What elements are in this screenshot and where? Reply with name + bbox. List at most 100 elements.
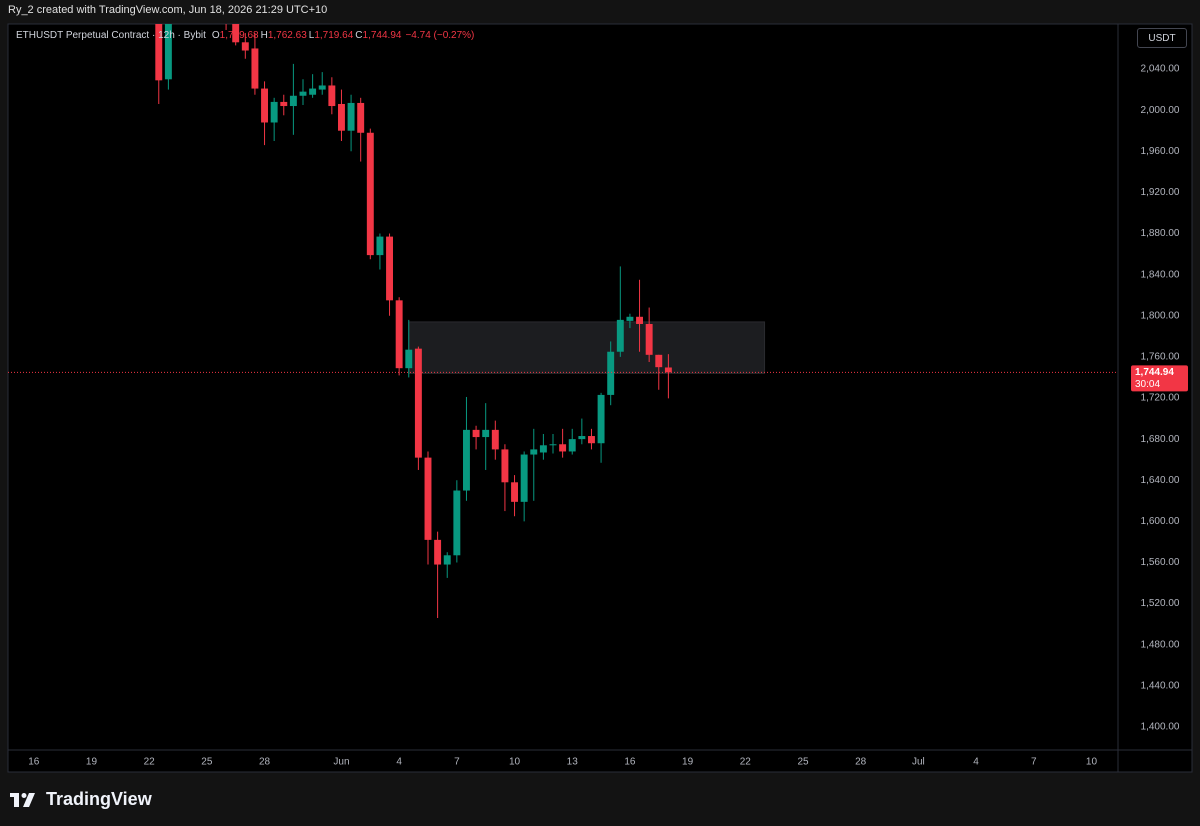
x-tick-label: 28 [259, 757, 271, 768]
ohlc-key: C [355, 30, 363, 41]
ohlc-value: 1,719.64 [314, 30, 354, 41]
x-tick-label: 7 [454, 757, 460, 768]
candle-body [482, 429, 490, 438]
header: Ry_2 created with TradingView.com, Jun 1… [8, 4, 328, 16]
candle-body [424, 457, 432, 540]
x-tick-label: Jun [333, 757, 349, 768]
x-tick-label: 16 [624, 757, 636, 768]
candle-body [309, 88, 317, 95]
y-tick-label: 1,840.00 [1141, 269, 1180, 280]
y-tick-label: 1,800.00 [1141, 310, 1180, 321]
x-tick-label: 10 [1086, 757, 1098, 768]
countdown: 30:04 [1135, 379, 1160, 390]
y-tick-label: 1,440.00 [1141, 680, 1180, 691]
x-tick-label: 28 [855, 757, 867, 768]
candle-body [155, 24, 163, 81]
x-tick-label: 22 [144, 757, 156, 768]
logo-icon [10, 793, 35, 807]
change-label: −4.74 (−0.27%) [405, 30, 475, 41]
x-tick-label: 19 [86, 757, 98, 768]
candle-body [261, 88, 268, 123]
candle-body [443, 555, 451, 565]
candle-body [270, 101, 278, 123]
axes: 1,400.00 1,440.00 1,480.00 1,520.00 1,560.00… [28, 64, 1188, 768]
last-price-box [1131, 365, 1188, 392]
ohlc-value: 1,762.63 [267, 30, 307, 41]
x-tick-label: 19 [682, 757, 694, 768]
candle-body [289, 95, 297, 107]
candle-body [164, 24, 172, 80]
watermark: TradingView [46, 789, 152, 809]
x-tick-label: 10 [509, 757, 521, 768]
candle-body [597, 394, 605, 444]
candle-body [299, 91, 307, 96]
candle-body [318, 85, 326, 90]
candle-body [472, 429, 480, 438]
x-tick-label: Jul [912, 757, 925, 768]
y-tick-label: 1,520.00 [1141, 598, 1180, 609]
ohlc-value: 1,744.94 [362, 30, 402, 41]
x-tick-label: 4 [973, 757, 979, 768]
ohlc-key: O [211, 30, 220, 41]
candle-body [251, 48, 259, 89]
candle-body [636, 316, 643, 324]
candle-body [405, 349, 413, 369]
candle-body [520, 454, 528, 502]
y-tick-label: 1,640.00 [1141, 475, 1180, 486]
candle-body [241, 42, 249, 51]
y-tick-label: 1,920.00 [1141, 187, 1180, 198]
y-tick-label: 2,040.00 [1141, 64, 1180, 75]
x-tick-label: 7 [1031, 757, 1037, 768]
zone-box [408, 321, 766, 374]
candle-body [588, 436, 595, 444]
x-tick-label: 22 [740, 757, 752, 768]
candle-body [328, 85, 336, 107]
candle-body [347, 102, 355, 131]
candle-body [395, 300, 403, 369]
y-tick-label: 1,480.00 [1141, 639, 1180, 650]
x-tick-label: 25 [201, 757, 213, 768]
candle-body [434, 539, 442, 565]
last-price-label: 1,744.94 [1135, 367, 1174, 378]
x-tick-label: 16 [28, 757, 40, 768]
x-tick-label: 13 [567, 757, 579, 768]
plot-area [8, 24, 1118, 618]
x-tick-label: 4 [396, 757, 402, 768]
candle-body [366, 132, 374, 256]
y-tick-label: 2,000.00 [1141, 105, 1180, 116]
candle-body [539, 445, 547, 453]
candle-body [357, 102, 365, 133]
candle-body [549, 444, 557, 446]
ohlc-key: L [308, 30, 315, 41]
symbol-title: ETHUSDT Perpetual Contract · 12h · Bybit [16, 30, 206, 41]
candle-body [414, 348, 422, 458]
candle-body [530, 449, 538, 455]
candle-body [491, 429, 499, 450]
y-tick-label: 1,960.00 [1141, 146, 1180, 157]
candle-body [616, 319, 624, 352]
candle-body [655, 354, 663, 368]
candle-body [578, 436, 586, 440]
y-tick-label: 1,400.00 [1141, 722, 1180, 733]
y-tick-label: 1,560.00 [1141, 557, 1180, 568]
candle-body [376, 236, 384, 256]
candle-body [501, 449, 509, 483]
ohlc-key: H [260, 30, 268, 41]
candle-body [386, 236, 393, 301]
candle-body [568, 439, 576, 452]
y-tick-label: 1,720.00 [1141, 393, 1180, 404]
candle-body [645, 323, 653, 355]
ohlc-value: 1,749.68 [219, 30, 259, 41]
candle-body [511, 482, 518, 502]
legend: ETHUSDT Perpetual Contract · 12h · Bybit… [16, 30, 474, 41]
candle-body [463, 429, 470, 491]
y-tick-label: 1,760.00 [1141, 352, 1180, 363]
candle-body [453, 490, 461, 556]
y-tick-label: 1,600.00 [1141, 516, 1180, 527]
candle-body [664, 367, 672, 373]
candle-body [280, 101, 288, 107]
currency-button[interactable]: USDT [1137, 28, 1187, 48]
candle-body [559, 444, 567, 452]
